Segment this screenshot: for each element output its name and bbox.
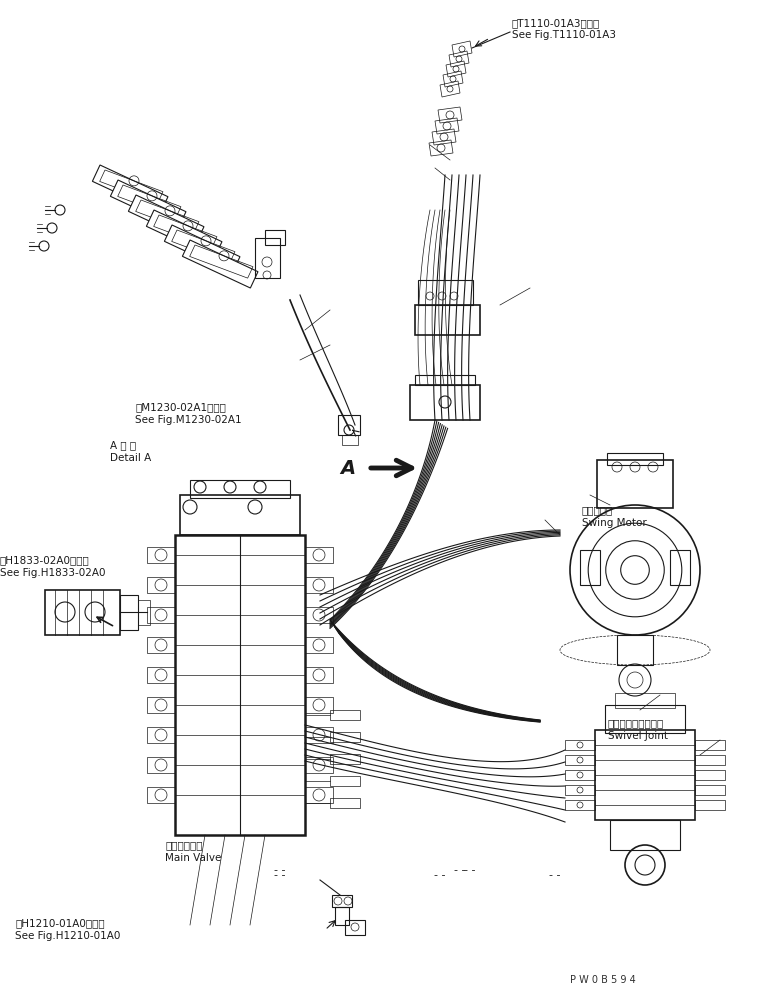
Bar xyxy=(305,577,333,593)
Bar xyxy=(255,238,280,278)
Text: P W 0 B 5 9 4: P W 0 B 5 9 4 xyxy=(570,975,636,985)
Bar xyxy=(565,740,595,750)
Text: - -: - - xyxy=(549,870,561,880)
Text: 第H1210-01A0図参照: 第H1210-01A0図参照 xyxy=(15,918,104,928)
Bar xyxy=(45,590,120,635)
Bar xyxy=(305,637,333,653)
Bar xyxy=(147,637,175,653)
Text: Swing Motor: Swing Motor xyxy=(582,518,647,528)
Polygon shape xyxy=(92,165,168,213)
Bar xyxy=(305,757,333,773)
Bar xyxy=(565,770,595,780)
Text: Swivel Joint: Swivel Joint xyxy=(608,731,668,741)
Bar xyxy=(615,693,675,708)
Bar xyxy=(305,727,333,743)
Bar xyxy=(147,697,175,713)
Text: A 詳 細: A 詳 細 xyxy=(110,440,136,450)
Polygon shape xyxy=(146,210,222,258)
Bar xyxy=(305,547,333,563)
Bar xyxy=(330,776,360,786)
Bar xyxy=(565,800,595,810)
Bar xyxy=(147,577,175,593)
Text: See Fig.H1210-01A0: See Fig.H1210-01A0 xyxy=(15,931,120,941)
Bar xyxy=(695,740,725,750)
Text: See Fig.H1833-02A0: See Fig.H1833-02A0 xyxy=(0,568,105,578)
Bar xyxy=(147,607,175,623)
Bar xyxy=(338,415,360,435)
Text: Detail A: Detail A xyxy=(110,453,151,463)
Polygon shape xyxy=(110,180,186,228)
Bar xyxy=(190,480,290,498)
Bar xyxy=(265,230,285,245)
Text: メインバルブ: メインバルブ xyxy=(165,840,203,850)
Text: 旋回モータ: 旋回モータ xyxy=(582,505,613,515)
Bar xyxy=(305,667,333,683)
Bar xyxy=(610,820,680,850)
Text: スイベルジョイント: スイベルジョイント xyxy=(608,718,664,728)
Bar xyxy=(695,800,725,810)
Text: - -: - - xyxy=(274,870,286,880)
Text: - -: - - xyxy=(464,865,475,875)
Bar xyxy=(342,435,358,445)
Bar xyxy=(597,460,673,508)
Bar xyxy=(330,798,360,808)
Bar xyxy=(595,730,695,820)
Text: A: A xyxy=(340,459,355,478)
Bar xyxy=(147,547,175,563)
Bar xyxy=(180,495,300,535)
Bar xyxy=(305,787,333,803)
Text: See Fig.M1230-02A1: See Fig.M1230-02A1 xyxy=(135,415,242,425)
Bar xyxy=(605,705,685,733)
Bar xyxy=(147,757,175,773)
Bar xyxy=(695,785,725,795)
Bar xyxy=(617,635,653,665)
Bar xyxy=(332,895,352,907)
Polygon shape xyxy=(128,195,204,243)
Bar xyxy=(565,785,595,795)
Bar xyxy=(120,595,138,630)
Bar xyxy=(418,280,473,305)
Bar xyxy=(580,550,600,585)
Bar xyxy=(565,755,595,765)
Bar xyxy=(695,755,725,765)
Bar xyxy=(345,920,365,935)
Text: See Fig.T1110-01A3: See Fig.T1110-01A3 xyxy=(512,30,616,40)
Bar xyxy=(305,607,333,623)
Bar xyxy=(330,754,360,764)
Bar xyxy=(695,770,725,780)
Text: Main Valve: Main Valve xyxy=(165,853,222,863)
Bar xyxy=(607,453,663,465)
Text: - -: - - xyxy=(274,865,286,875)
Bar xyxy=(147,727,175,743)
Text: - -: - - xyxy=(434,870,446,880)
Bar xyxy=(330,732,360,742)
Text: 第T1110-01A3図参照: 第T1110-01A3図参照 xyxy=(512,18,600,28)
Bar xyxy=(175,535,305,835)
Bar xyxy=(138,600,150,625)
Bar xyxy=(147,787,175,803)
Bar xyxy=(415,375,475,385)
Bar xyxy=(415,305,480,335)
Polygon shape xyxy=(165,225,240,273)
Bar xyxy=(330,710,360,720)
Bar xyxy=(670,550,690,585)
Polygon shape xyxy=(182,240,258,288)
Text: 第M1230-02A1図参照: 第M1230-02A1図参照 xyxy=(135,402,226,412)
Bar xyxy=(305,697,333,713)
Bar xyxy=(147,667,175,683)
Text: 第H1833-02A0図参照: 第H1833-02A0図参照 xyxy=(0,555,90,565)
Text: - -: - - xyxy=(454,865,466,875)
Bar xyxy=(410,385,480,420)
Bar xyxy=(335,907,349,925)
